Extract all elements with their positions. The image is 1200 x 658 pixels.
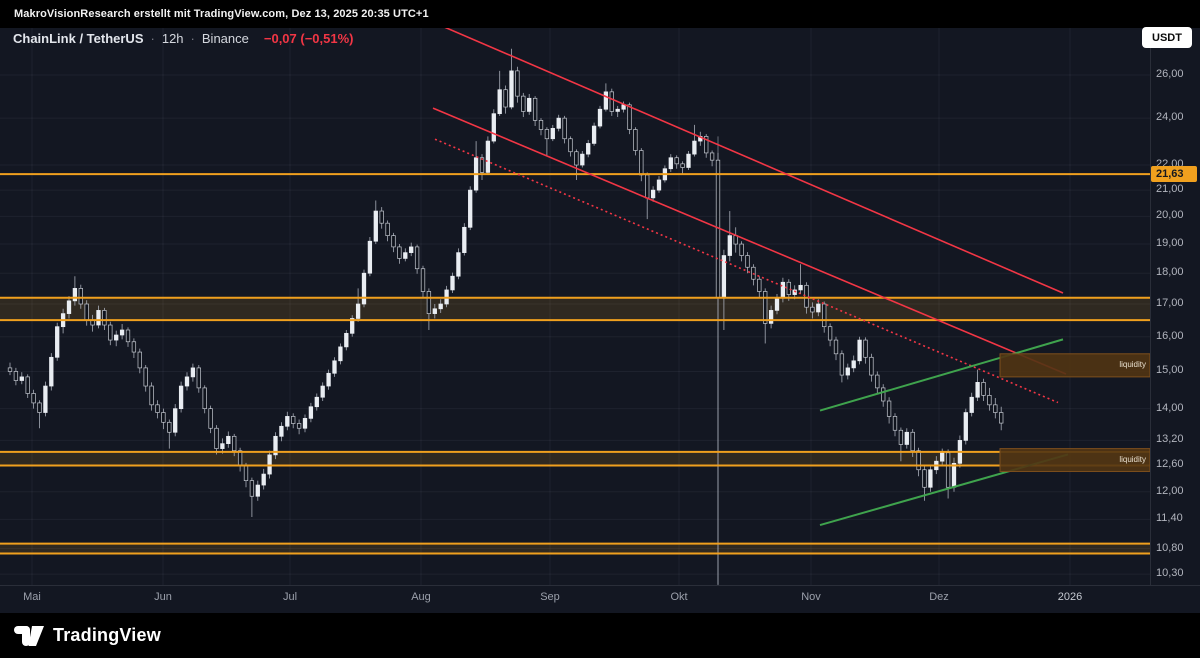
separator-dot: · xyxy=(150,31,155,46)
time-tick: Nov xyxy=(801,591,821,603)
candlestick-chart[interactable] xyxy=(0,28,1150,585)
time-tick: Sep xyxy=(540,591,560,603)
currency-toggle-button[interactable]: USDT xyxy=(1142,27,1192,48)
separator-dot: · xyxy=(190,31,195,46)
liquidity-label-0: liquidity xyxy=(1119,360,1146,370)
tradingview-logo[interactable] xyxy=(14,624,44,648)
price-tick: 12,60 xyxy=(1156,458,1184,471)
price-tick: 26,00 xyxy=(1156,68,1184,80)
liquidity-label-1: liquidity xyxy=(1119,455,1146,465)
time-tick: 2026 xyxy=(1057,591,1083,603)
price-change: −0,07 (−0,51%) xyxy=(263,31,354,46)
price-level-badge: 21,63 xyxy=(1151,166,1197,183)
time-tick: Okt xyxy=(670,591,688,603)
interval-label[interactable]: 12h xyxy=(161,31,184,46)
axis-separator-horizontal xyxy=(0,585,1200,586)
symbol-title[interactable]: ChainLink / TetherUS xyxy=(13,31,144,46)
time-tick: Aug xyxy=(411,591,431,603)
axis-separator-vertical xyxy=(1150,28,1151,585)
brand-name[interactable]: TradingView xyxy=(53,625,161,645)
time-tick: Mai xyxy=(23,591,41,603)
price-tick: 17,00 xyxy=(1156,297,1184,309)
price-tick: 13,20 xyxy=(1156,433,1184,446)
price-tick: 18,00 xyxy=(1156,266,1184,279)
chart-legend: ChainLink / TetherUS · 12h · Binance −0,… xyxy=(13,31,354,46)
time-tick: Jun xyxy=(154,591,172,603)
price-tick: 15,00 xyxy=(1156,364,1184,377)
time-tick: Dez xyxy=(929,591,949,603)
price-tick: 11,40 xyxy=(1156,512,1183,525)
price-tick: 16,00 xyxy=(1156,329,1184,342)
attribution-text: MakroVisionResearch erstellt mit Trading… xyxy=(14,8,429,20)
price-tick: 21,00 xyxy=(1156,183,1184,196)
price-tick: 24,00 xyxy=(1156,111,1184,124)
price-axis[interactable]: 21,63 26,00 24,00 22,00 21,00 20,00 19,00 18,0… xyxy=(1151,28,1200,585)
price-tick: 20,00 xyxy=(1156,209,1184,222)
price-tick: 14,00 xyxy=(1156,401,1184,414)
price-tick: 10,30 xyxy=(1156,567,1184,580)
time-tick: Jul xyxy=(282,591,298,603)
attribution-bar: MakroVisionResearch erstellt mit Trading… xyxy=(0,0,1200,28)
footer-bar: TradingView xyxy=(0,613,1200,658)
price-tick: 12,00 xyxy=(1156,484,1184,497)
exchange-label: Binance xyxy=(201,31,249,46)
price-tick: 10,80 xyxy=(1156,541,1184,554)
time-axis[interactable]: Mai Jun Jul Aug Sep Okt Nov Dez 2026 xyxy=(0,586,1150,612)
price-tick: 19,00 xyxy=(1156,237,1184,250)
